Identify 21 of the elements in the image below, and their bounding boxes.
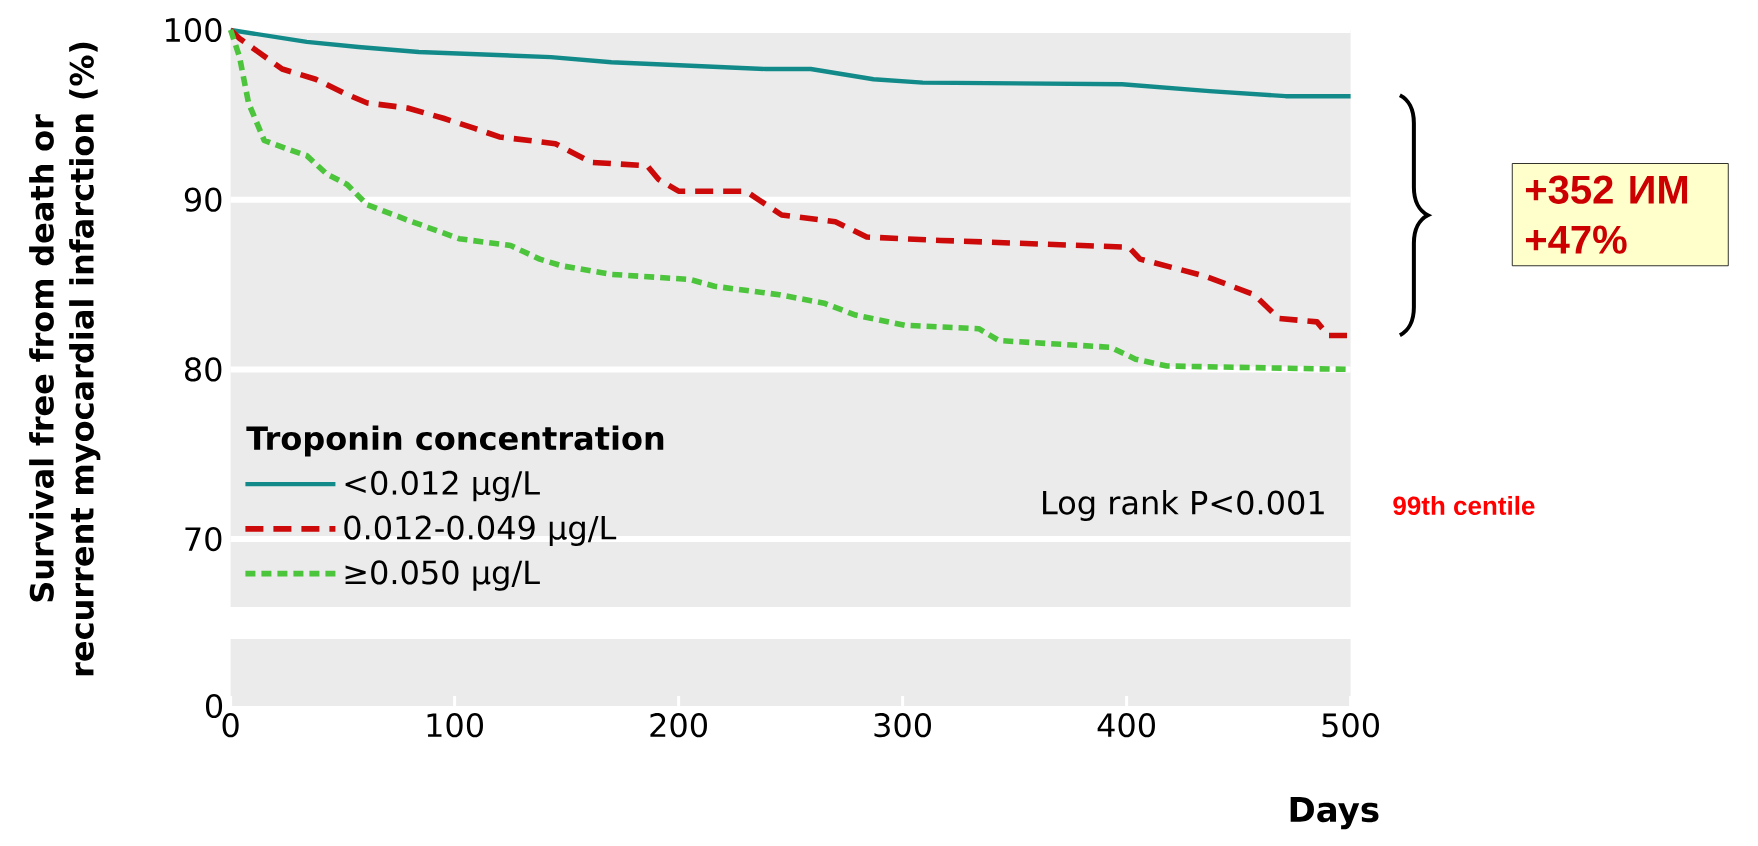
y-tick-label: 80 [184,357,222,382]
text: +352 ИМ +47% [1525,175,1688,254]
x-tick-label: 0 [222,713,239,738]
legend-label: 0.012-0.049 μg/L [344,515,617,546]
x-tick-label: 200 [650,713,707,738]
line-series [228,27,1353,99]
y-tick-label: 90 [184,187,222,212]
legend-label: <0.012 μg/L [345,470,540,502]
annotation: Log rank P<0.001 [1043,489,1324,521]
text: 0 [205,693,223,719]
x-tick-label: 400 [1097,713,1155,738]
legend-label: ≥0.050 μg/L [345,560,540,591]
legend-title: Troponin concentration [246,425,664,457]
x-tick-label: 500 [1322,713,1379,738]
x-tick-label: 300 [874,713,931,738]
y-tick-label: 100 [165,17,222,43]
y-axis-title: Survival free from death or recurrent myocardial infarction (%) [29,42,101,676]
x-axis-title: Days [1290,797,1379,830]
y-tick-label: 70 [185,527,222,552]
text: 99th centile [1393,495,1535,515]
x-tick-label: 100 [427,713,483,738]
